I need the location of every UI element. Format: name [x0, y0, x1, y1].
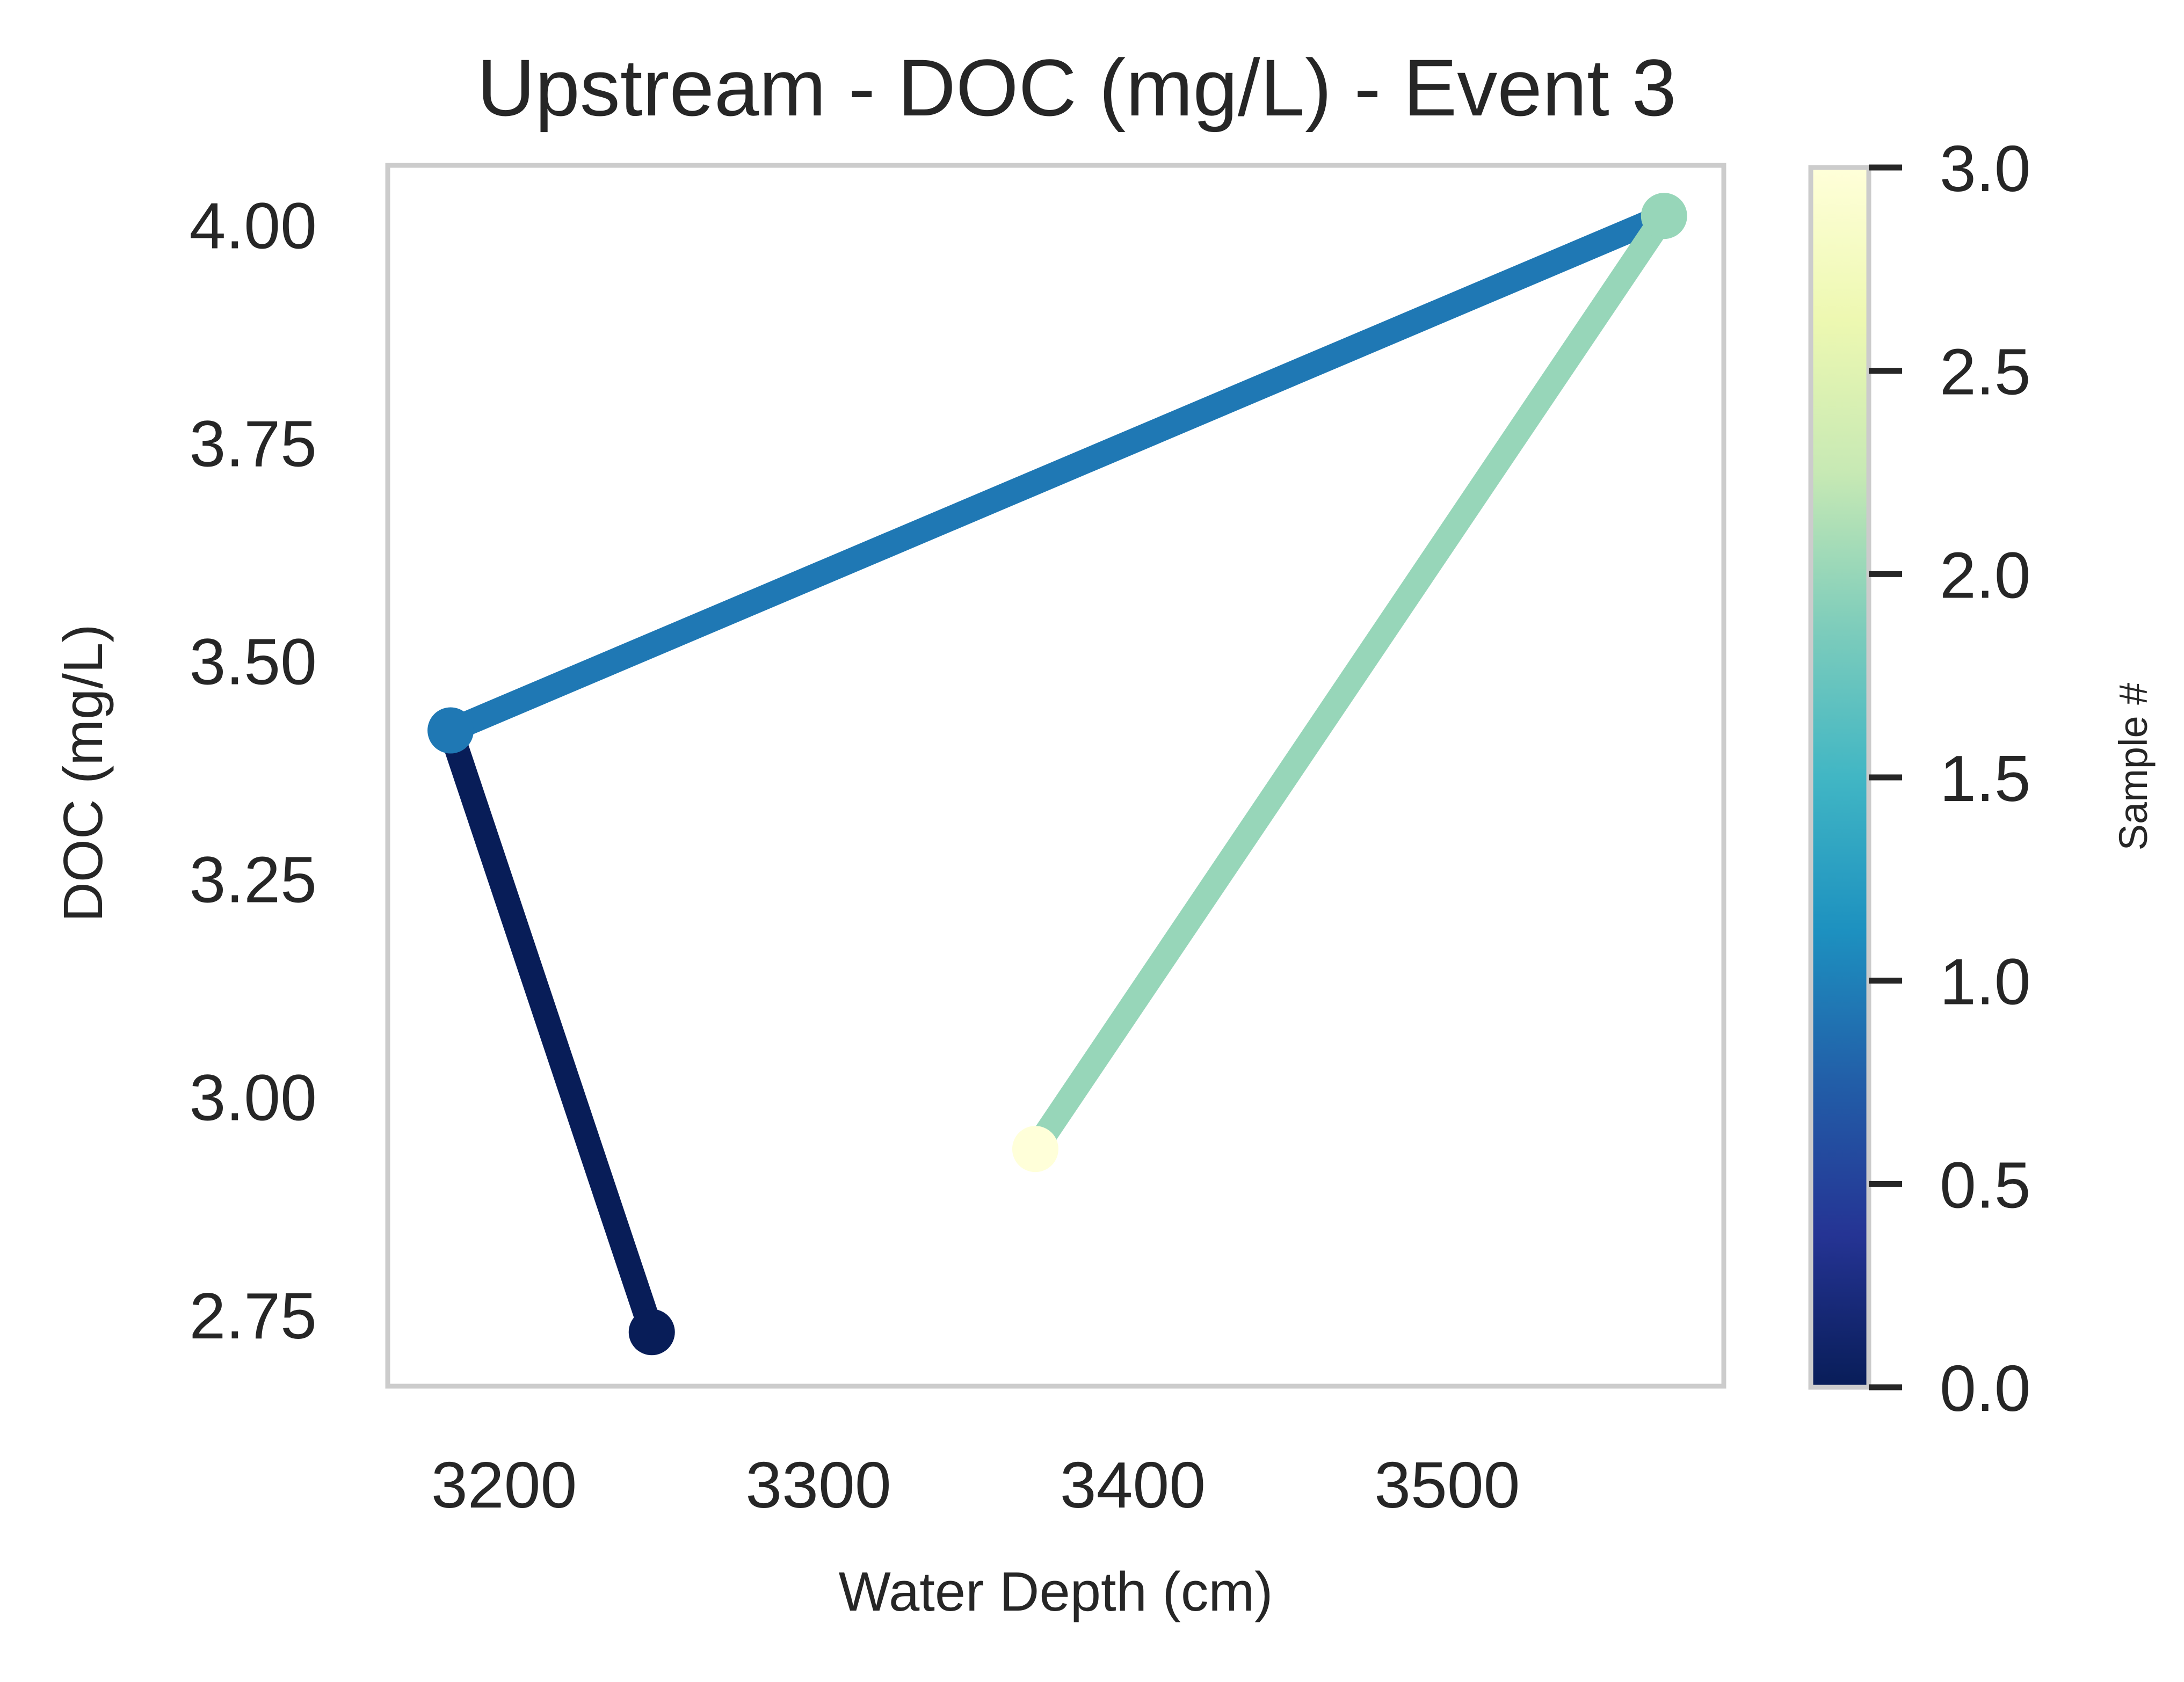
chart-title: Upstream - DOC (mg/L) - Event 3 — [477, 42, 1677, 133]
data-point-sample-3 — [1012, 1126, 1058, 1173]
line-segment-1 — [446, 205, 1669, 742]
y-tick-label: 4.00 — [190, 189, 317, 262]
x-tick-label: 3200 — [431, 1448, 577, 1521]
colorbar-tick-label: 1.0 — [1940, 945, 2031, 1018]
y-tick-label: 2.75 — [190, 1279, 317, 1352]
y-tick-label: 3.50 — [190, 625, 317, 698]
line-segment-2 — [1025, 209, 1674, 1156]
y-tick-label: 3.25 — [190, 843, 317, 916]
colorbar-tick-label: 1.5 — [1940, 742, 2031, 815]
colorbar-tick-label: 0.5 — [1940, 1148, 2031, 1221]
plot-area — [385, 163, 1726, 1389]
colorbar-gradient — [1808, 165, 1871, 1390]
colorbar-label: Sample # — [2111, 683, 2156, 851]
y-tick-label: 3.00 — [190, 1061, 317, 1134]
plot-frame — [385, 163, 1726, 1389]
x-axis-label: Water Depth (cm) — [839, 1561, 1273, 1622]
colorbar-tick-label: 3.0 — [1940, 132, 2031, 205]
colorbar-tick-label: 2.0 — [1940, 538, 2031, 611]
data-point-sample-1 — [427, 707, 474, 754]
line-segment-0 — [439, 726, 664, 1336]
y-axis-label: DOC (mg/L) — [52, 624, 114, 922]
data-point-sample-2 — [1641, 193, 1687, 239]
colorbar-tick-label: 0.0 — [1940, 1352, 2031, 1425]
colorbar: 0.0 0.5 1.0 1.5 2.0 2.5 3.0 — [1808, 132, 2031, 1425]
x-tick-label: 3300 — [745, 1448, 891, 1521]
colorbar-tick-label: 2.5 — [1940, 336, 2031, 409]
x-tick-label: 3500 — [1374, 1448, 1520, 1521]
y-tick-label: 3.75 — [190, 407, 317, 480]
x-tick-label: 3400 — [1060, 1448, 1206, 1521]
data-point-sample-0 — [628, 1309, 675, 1356]
